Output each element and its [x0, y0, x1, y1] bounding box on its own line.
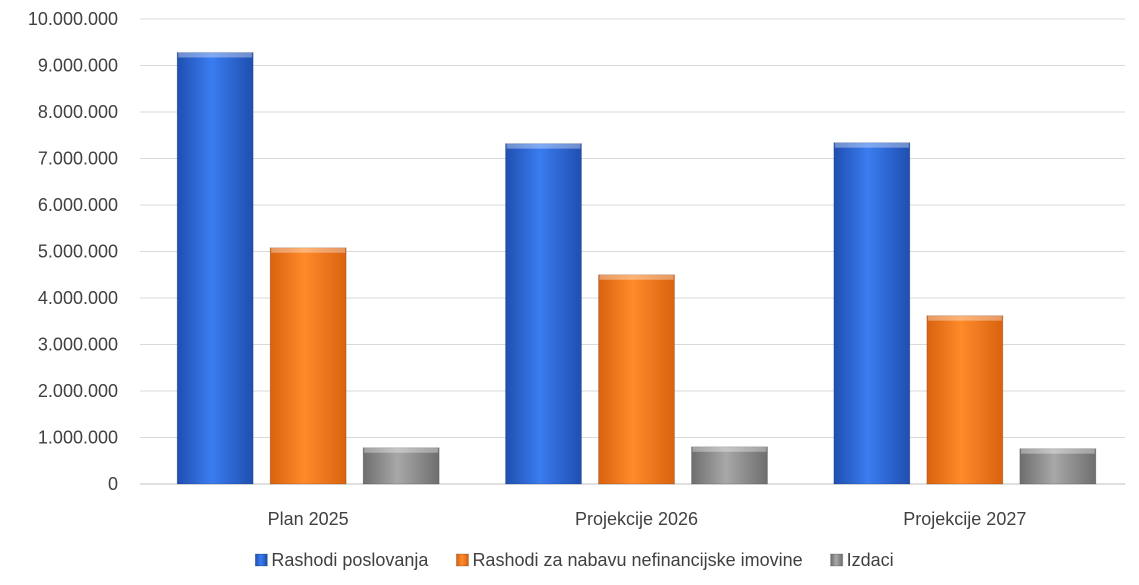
legend-swatch	[455, 553, 469, 567]
legend-label: Rashodi za nabavu nefinancijske imovine	[472, 550, 802, 570]
bar-1-3	[833, 142, 911, 485]
legend-item: Rashodi za nabavu nefinancijske imovine	[455, 550, 803, 570]
bar-bevel	[599, 274, 674, 280]
legend-label: Izdaci	[847, 550, 894, 570]
bar-bevel	[927, 315, 1002, 321]
y-tick-label: 1.000.000	[38, 428, 118, 448]
legend: Rashodi poslovanja Rashodi za nabavu nefi…	[254, 550, 894, 570]
y-tick-label: 8.000.000	[38, 102, 118, 122]
x-category-label: Projekcije 2026	[575, 509, 698, 529]
y-tick-label: 0	[108, 474, 118, 494]
bar-bevel	[271, 247, 346, 253]
legend-label: Rashodi poslovanja	[271, 550, 429, 570]
y-tick-label: 5.000.000	[38, 242, 118, 262]
y-tick-label: 4.000.000	[38, 288, 118, 308]
bar-bevel	[834, 142, 909, 148]
y-tick-label: 10.000.000	[28, 9, 118, 29]
y-tick-label: 3.000.000	[38, 335, 118, 355]
bar-3-2	[691, 446, 768, 485]
y-tick-label: 2.000.000	[38, 381, 118, 401]
legend-swatch	[830, 553, 844, 567]
bar-1-2	[505, 143, 582, 485]
bar-3-1	[362, 447, 440, 485]
bar-2-3	[926, 315, 1004, 485]
x-category-label: Projekcije 2027	[903, 509, 1026, 529]
bar-2-2	[598, 274, 675, 485]
bar-bevel	[692, 446, 767, 452]
x-axis-categories: Plan 2025 Projekcije 2026 Projekcije 2027	[268, 509, 1027, 529]
legend-swatch	[254, 553, 268, 567]
legend-item: Rashodi poslovanja	[254, 550, 429, 570]
y-tick-label: 9.000.000	[38, 56, 118, 76]
bar-1-1	[176, 51, 254, 485]
x-category-label: Plan 2025	[268, 509, 349, 529]
bars	[176, 51, 1097, 485]
bar-3-3	[1019, 448, 1097, 485]
y-tick-label: 6.000.000	[38, 195, 118, 215]
bar-bevel	[1020, 448, 1095, 454]
y-axis-ticks: 0 1.000.000 2.000.000 3.000.000 4.000.000 5.0…	[28, 9, 118, 494]
y-tick-label: 7.000.000	[38, 149, 118, 169]
legend-item: Izdaci	[830, 550, 894, 570]
bar-bevel	[506, 143, 581, 149]
bar-bevel	[178, 52, 253, 58]
bar-bevel	[364, 447, 439, 453]
bar-2-1	[269, 247, 347, 485]
